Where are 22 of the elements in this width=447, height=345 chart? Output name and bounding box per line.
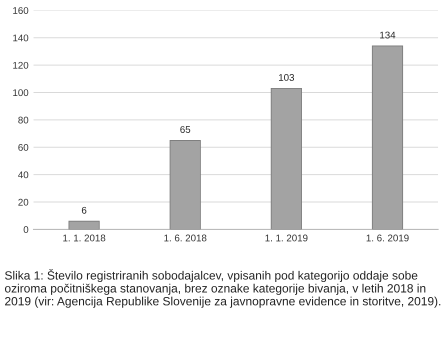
bar: [372, 46, 404, 230]
x-tick-label: 1. 6. 2018: [164, 234, 206, 242]
y-tick-label: 120: [13, 62, 28, 69]
x-tick-label: 1. 1. 2019: [265, 234, 308, 242]
text: Slika 1: Število registriranih sobodajalcev, vpisanih pod kategorijo oddaje sobe oziroma počitniškega stanovanja, brez oznake kategorije bivanja, v letih 2018 in 2019 (vir: Agencija Republike Slovenije za javnopravne evidence in storitve, 2019).: [4, 269, 440, 308]
y-tick-label: 100: [13, 89, 28, 96]
y-tick-label: 0: [24, 226, 28, 234]
y-tick-label: 60: [18, 144, 28, 151]
y-tick-label: 40: [18, 171, 28, 178]
data-label: 134: [380, 32, 396, 38]
data-label: 65: [180, 126, 190, 133]
x-tick-label: 1. 6. 2019: [366, 234, 409, 242]
data-label: 103: [278, 74, 294, 81]
y-tick-label: 80: [18, 116, 28, 124]
y-tick-label: 160: [13, 7, 28, 14]
y-tick-label: 140: [13, 34, 28, 42]
bar: [270, 88, 302, 230]
bar: [170, 140, 201, 230]
data-label: 6: [82, 206, 86, 214]
x-tick-label: 1. 1. 2018: [63, 234, 106, 242]
y-tick-label: 20: [18, 198, 28, 206]
bar: [68, 220, 100, 230]
